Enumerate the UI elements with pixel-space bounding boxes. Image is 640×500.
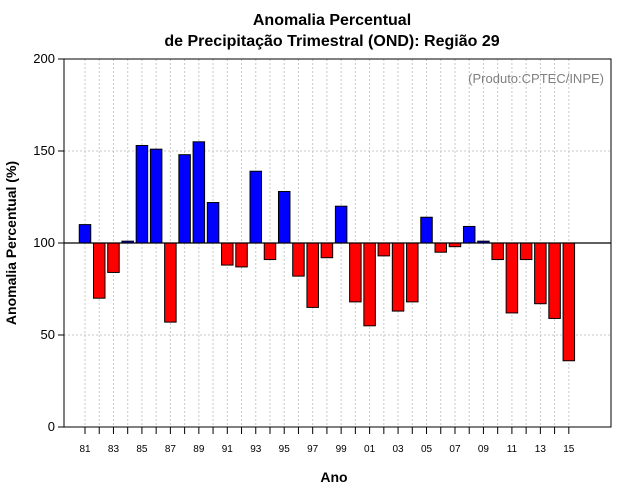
bar-11 — [505, 242, 519, 314]
x-tick-label: 83 — [108, 444, 120, 455]
bar-04 — [406, 242, 419, 303]
bar-14 — [548, 242, 561, 319]
y-axis-label: Anomalia Percentual (%) — [3, 161, 19, 325]
bar-92 — [235, 242, 248, 268]
y-tick-label: 50 — [41, 327, 55, 342]
x-tick-label: 09 — [478, 444, 490, 455]
x-axis-label: Ano — [320, 469, 347, 485]
bar-82 — [92, 242, 106, 299]
y-axis: 0 50 100 150 200 — [33, 51, 64, 434]
chart-title-line2: de Precipitação Trimestral (OND): Região… — [164, 33, 499, 50]
bar-93 — [249, 170, 263, 244]
x-tick-label: 91 — [222, 444, 234, 455]
bar-97 — [306, 242, 319, 308]
source-label: (Produto:CPTEC/INPE) — [468, 71, 604, 86]
y-tick-label: 100 — [33, 235, 55, 250]
y-tick-label: 0 — [48, 419, 55, 434]
bar-02 — [377, 242, 391, 257]
x-tick-label: 03 — [392, 444, 404, 455]
bar-88 — [178, 154, 191, 244]
chart-title-line1: Anomalia Percentual — [253, 12, 411, 29]
x-tick-label: 07 — [449, 444, 461, 455]
bar-00 — [349, 242, 362, 303]
x-tick-label: 93 — [250, 444, 262, 455]
x-tick-label: 13 — [535, 444, 547, 455]
bar-10 — [491, 242, 504, 261]
x-tick-label: 99 — [336, 444, 348, 455]
bar-05 — [420, 216, 433, 244]
x-tick-label: 89 — [193, 444, 205, 455]
bar-06 — [434, 242, 447, 253]
x-tick-label: 01 — [364, 444, 376, 455]
y-tick-label: 200 — [33, 51, 55, 66]
bar-98 — [320, 242, 334, 259]
bar-03 — [391, 242, 405, 312]
x-tick-label: 95 — [279, 444, 291, 455]
x-tick-label: 97 — [307, 444, 319, 455]
bar-95 — [277, 190, 291, 244]
x-axis: 81 83 85 87 89 91 93 95 97 99 01 03 05 07 09 11 13 15 — [79, 427, 575, 455]
y-tick-label: 150 — [33, 143, 55, 158]
bar-15 — [562, 242, 576, 362]
bar-90 — [206, 202, 220, 244]
bar-87 — [164, 242, 177, 323]
bar-01 — [363, 242, 376, 327]
x-tick-label: 87 — [165, 444, 177, 455]
bar-94 — [263, 242, 277, 261]
bar-81 — [78, 224, 92, 244]
bar-12 — [519, 242, 533, 261]
bars — [78, 141, 576, 362]
x-tick-label: 15 — [563, 444, 575, 455]
x-tick-label: 85 — [136, 444, 148, 455]
bar-99 — [334, 205, 348, 244]
x-tick-label: 11 — [507, 444, 518, 455]
bar-85 — [135, 144, 149, 244]
bar-08 — [462, 225, 476, 244]
bar-83 — [107, 242, 120, 273]
bar-96 — [292, 242, 305, 277]
bar-13 — [534, 242, 547, 305]
x-tick-label: 81 — [79, 444, 91, 455]
bar-86 — [149, 148, 163, 244]
bar-91 — [221, 242, 234, 266]
bar-89 — [192, 141, 206, 244]
x-tick-label: 05 — [421, 444, 433, 455]
